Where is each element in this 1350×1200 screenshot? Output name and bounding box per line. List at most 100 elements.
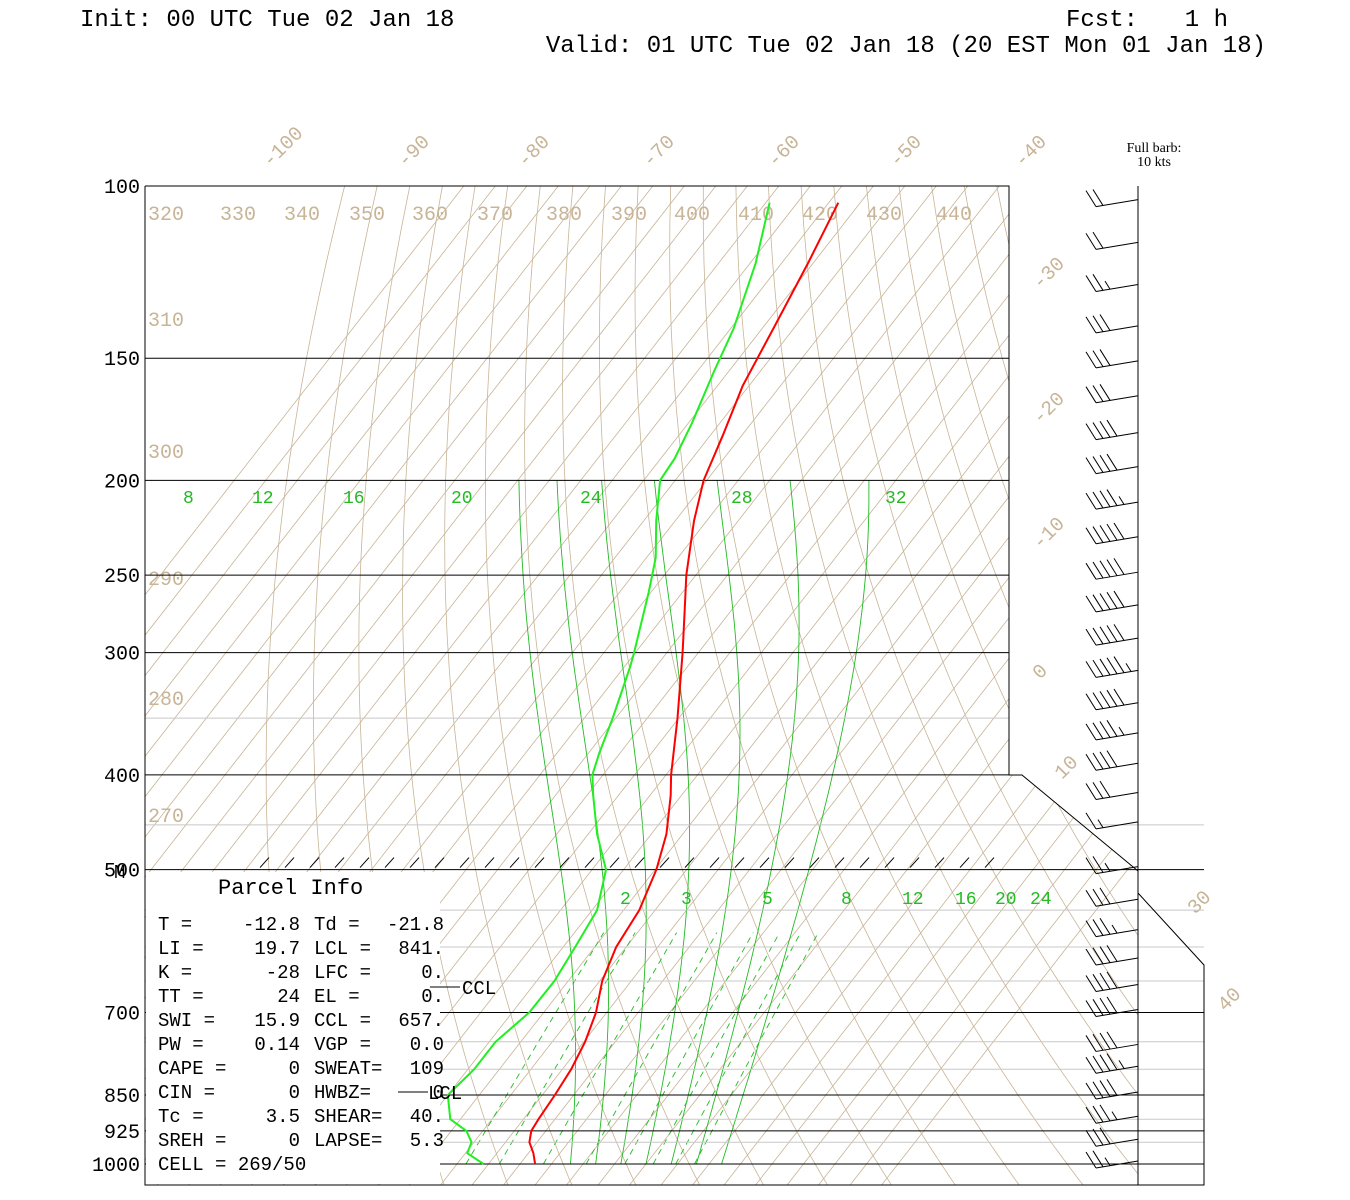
barb-flag (1092, 974, 1104, 991)
pressure-tick-label: 850 (104, 1086, 140, 1109)
isotherm-line (145, 186, 622, 1185)
dry-adiabat-line (669, 186, 956, 1185)
barb-flag (1085, 1056, 1097, 1074)
hatch-mark (834, 857, 845, 868)
barb-half-flag (1118, 496, 1125, 505)
barb-flag (1085, 975, 1097, 992)
isotherm-line (881, 186, 1138, 1185)
mixing-ratio-line (498, 932, 636, 1165)
barb-shaft (1095, 957, 1139, 966)
barb-flag (1099, 780, 1111, 798)
theta-label: 340 (284, 204, 320, 227)
isotherm-line (377, 186, 1138, 1185)
pressure-tick-label: 200 (104, 471, 140, 494)
mixing-ratio-line (675, 932, 802, 1165)
barb-flag (1106, 750, 1118, 767)
theta-label: 370 (477, 204, 513, 227)
hatch-mark (284, 857, 295, 868)
wind-barb (1085, 720, 1139, 741)
dry-adiabat-line (866, 186, 1138, 1185)
theta-label: 330 (220, 204, 256, 227)
parcel-info-value: 3.5 (266, 1106, 300, 1128)
parcel-info-value: 0.0 (410, 1034, 444, 1056)
barb-flag (1085, 1151, 1097, 1169)
barb-half-flag (1125, 663, 1132, 672)
wind-barb (1085, 1127, 1139, 1147)
moist-adiabat-label: 20 (451, 489, 473, 509)
barb-flag (1092, 526, 1104, 543)
barb-flag (1099, 420, 1111, 438)
barb-shaft (1095, 762, 1139, 771)
hatch-mark (784, 857, 795, 868)
barb-flag (1099, 721, 1111, 738)
parcel-info-label: CIN = (158, 1082, 215, 1104)
barb-flag (1099, 1032, 1111, 1050)
temperature-trace (528, 202, 840, 1165)
isotherm-line (660, 186, 1138, 1185)
dry-adiabat-line (931, 186, 1138, 1185)
wind-barb (1085, 419, 1139, 441)
barb-flag (1085, 527, 1097, 545)
isotherm-line (145, 186, 528, 1185)
wind-barb (1085, 887, 1139, 907)
dry-adiabat-line (996, 186, 1138, 1185)
barb-flag (1085, 753, 1097, 771)
barb-shaft (1095, 1138, 1139, 1147)
barb-flag (1092, 752, 1104, 770)
barb-shaft (1095, 732, 1139, 741)
hatch-mark (409, 857, 420, 868)
wind-barb (1085, 558, 1139, 580)
isotherm-line (440, 186, 1138, 1185)
barb-shaft (1095, 637, 1139, 646)
barb-flag (1085, 1035, 1097, 1052)
barb-flag (1099, 1080, 1111, 1097)
hatch-mark (809, 857, 820, 868)
parcel-info-label: LFC = (314, 962, 371, 984)
isotherm-line (145, 186, 654, 1185)
wind-barb (1085, 812, 1139, 830)
barb-flag (1085, 316, 1097, 334)
dry-adiabat-line (562, 186, 764, 1185)
dry-adiabat-line (898, 186, 1138, 1185)
barb-flag (1085, 1129, 1097, 1147)
hatch-mark (259, 857, 270, 868)
barb-shaft (1095, 669, 1139, 678)
isotherm-line (145, 186, 559, 1185)
barb-flag (1085, 812, 1097, 830)
mixing-ratio-label: 12 (902, 890, 924, 910)
barb-flag (1092, 315, 1104, 332)
isotherm-line (692, 186, 1138, 1185)
isotherm-line (597, 186, 1138, 1185)
isotherm-label: -10 (1029, 513, 1071, 555)
hatch-mark (384, 857, 395, 868)
wind-barb (1085, 1031, 1139, 1052)
barb-flag (1106, 996, 1118, 1014)
isotherm-label: 0 (1029, 660, 1054, 685)
dry-adiabat-line (833, 186, 1138, 1185)
isotherm-label: -60 (764, 131, 806, 173)
parcel-info-value: 24 (277, 986, 300, 1008)
barb-shaft (1095, 898, 1139, 907)
dry-adiabat-line (768, 186, 1138, 1185)
pressure-tick-label: 250 (104, 566, 140, 589)
barb-flag (1106, 657, 1118, 675)
barb-flag (1092, 561, 1104, 579)
dewpoint-trace (446, 202, 771, 1165)
barb-flag (1085, 275, 1097, 292)
barb-flag (1099, 1104, 1111, 1122)
dry-adiabat-line (702, 186, 1020, 1185)
barb-flag (1092, 1033, 1104, 1051)
isotherm-label: 30 (1184, 887, 1217, 920)
isotherm-line (471, 186, 1138, 1185)
barb-flag (1113, 688, 1125, 706)
barb-flag (1085, 628, 1097, 646)
dry-adiabat-line (800, 186, 1138, 1185)
barb-flag (1113, 590, 1125, 608)
barb-flag (1085, 661, 1097, 678)
pressure-tick-label: 300 (104, 644, 140, 667)
moist-adiabat-line (695, 480, 800, 1165)
parcel-info-label: SWI = (158, 1010, 215, 1032)
barb-flag (1099, 1127, 1111, 1145)
fcst-label: Fcst: (1066, 7, 1138, 34)
